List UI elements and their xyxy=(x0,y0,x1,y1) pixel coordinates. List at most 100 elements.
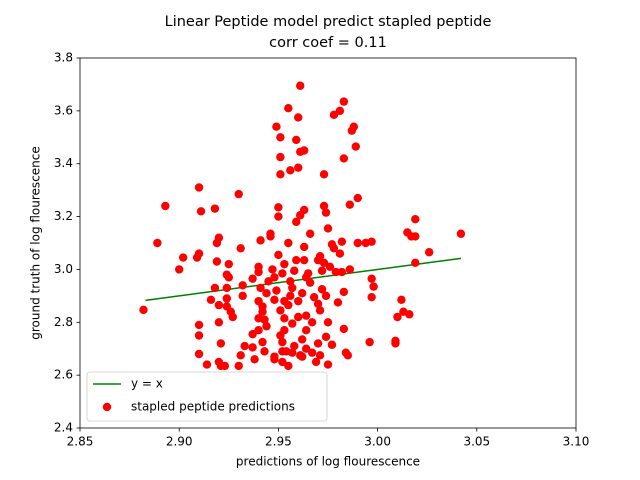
scatter-point xyxy=(313,299,323,308)
scatter-point xyxy=(220,361,230,371)
legend-box xyxy=(86,371,328,422)
scatter-point xyxy=(321,332,331,342)
scatter-point xyxy=(260,347,269,356)
scatter-point xyxy=(274,212,283,221)
scatter-point xyxy=(367,292,376,302)
scatter-point xyxy=(284,238,293,248)
scatter-point xyxy=(264,277,273,286)
scatter-point xyxy=(216,339,226,348)
scatter-point xyxy=(351,142,360,151)
scatter-point xyxy=(345,200,355,209)
scatter-point xyxy=(393,312,402,322)
scatter-point xyxy=(301,311,311,320)
scatter-point xyxy=(317,285,327,294)
scatter-point xyxy=(303,269,313,278)
scatter-point xyxy=(270,355,279,364)
scatter-point xyxy=(298,289,307,298)
scatter-point xyxy=(411,258,420,268)
scatter-point xyxy=(194,249,204,258)
scatter-point xyxy=(290,341,299,351)
scatter-point xyxy=(276,306,285,315)
scatter-point xyxy=(456,229,466,238)
y-tick-label: 2.8 xyxy=(54,315,73,329)
scatter-point xyxy=(292,135,301,145)
scatter-point xyxy=(260,315,269,324)
scatter-point xyxy=(248,274,257,283)
scatter-point xyxy=(290,266,299,275)
scatter-point xyxy=(222,294,232,303)
scatter-point xyxy=(194,183,204,192)
scatter-point xyxy=(274,250,283,260)
scatter-point xyxy=(288,319,297,328)
scatter-point xyxy=(315,252,325,261)
x-tick-label: 2.90 xyxy=(166,435,193,449)
scatter-point xyxy=(319,170,329,179)
scatter-point xyxy=(299,205,309,215)
legend-label: y = x xyxy=(131,377,163,391)
scatter-point xyxy=(222,270,232,279)
scatter-point xyxy=(339,97,349,106)
scatter-point xyxy=(196,207,206,216)
scatter-point xyxy=(296,81,305,90)
scatter-point xyxy=(268,265,277,274)
scatter-point xyxy=(353,193,362,203)
scatter-point xyxy=(139,305,148,315)
scatter-point xyxy=(222,283,232,293)
scatter-point xyxy=(262,322,271,331)
scatter-point xyxy=(367,274,376,283)
scatter-point xyxy=(292,255,301,265)
scatter-point xyxy=(294,312,303,322)
scatter-point xyxy=(238,291,247,301)
scatter-point xyxy=(405,310,414,319)
x-axis-label: predictions of log flourescence xyxy=(236,455,420,469)
scatter-point xyxy=(337,237,347,246)
scatter-point xyxy=(317,266,327,275)
legend-label: stapled peptide predictions xyxy=(131,400,295,414)
scatter-point xyxy=(349,122,358,131)
scatter-point xyxy=(286,277,295,286)
x-tick-label: 3.05 xyxy=(463,435,490,449)
scatter-point xyxy=(286,166,295,175)
scatter-point xyxy=(248,329,257,339)
scatter-point xyxy=(214,300,224,310)
scatter-point xyxy=(323,360,333,369)
scatter-point xyxy=(210,204,220,213)
scatter-point xyxy=(335,249,345,258)
scatter-point xyxy=(391,339,400,348)
scatter-point xyxy=(343,351,353,360)
scatter-point xyxy=(238,281,247,290)
scatter-point xyxy=(272,122,281,131)
scatter-point xyxy=(214,318,224,327)
scatter-point xyxy=(329,244,339,253)
x-tick-label: 3.00 xyxy=(364,435,391,449)
scatter-point xyxy=(321,291,331,301)
scatter-point xyxy=(294,163,303,172)
scatter-point xyxy=(178,253,188,262)
scatter-point xyxy=(319,201,329,211)
scatter-point xyxy=(206,295,216,305)
x-tick-label: 2.95 xyxy=(265,435,292,449)
scatter-point xyxy=(256,236,265,245)
scatter-point xyxy=(286,291,295,301)
scatter-point xyxy=(327,340,337,349)
scatter-point xyxy=(299,146,309,155)
scatter-point xyxy=(228,312,237,322)
scatter-point xyxy=(288,283,297,293)
scatter-point xyxy=(339,154,349,163)
scatter-point xyxy=(301,326,311,335)
scatter-point xyxy=(411,215,420,224)
scatter-point xyxy=(262,289,271,298)
scatter-point xyxy=(234,189,243,199)
scatter-point xyxy=(325,262,335,271)
legend-swatch xyxy=(102,402,112,412)
scatter-point xyxy=(250,355,259,364)
scatter-point xyxy=(369,282,378,291)
scatter-point xyxy=(365,337,374,347)
scatter-point xyxy=(248,343,257,352)
scatter-point xyxy=(224,259,233,269)
scatter-point xyxy=(280,314,289,323)
scatter-point xyxy=(307,348,317,357)
scatter-point xyxy=(284,104,293,113)
y-tick-label: 2.6 xyxy=(54,368,73,382)
